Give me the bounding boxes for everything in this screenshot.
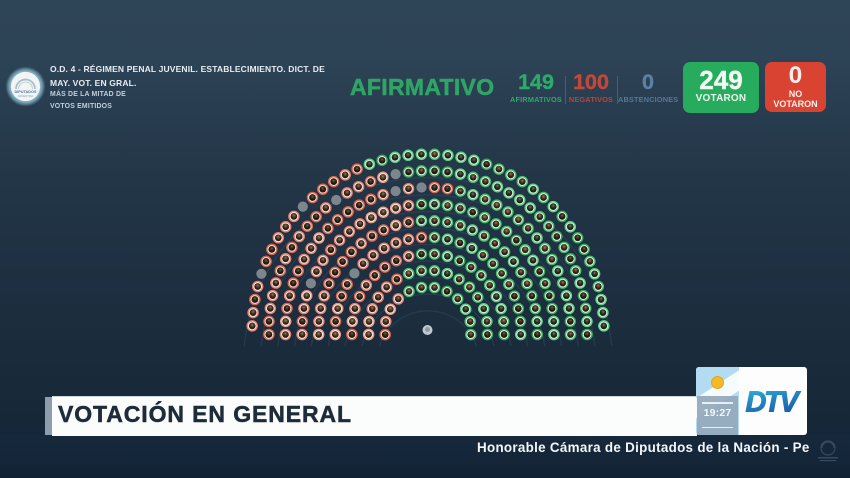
svg-text:DTV: DTV bbox=[746, 387, 802, 418]
svg-text:ARGENTINA: ARGENTINA bbox=[18, 94, 34, 98]
svg-text:DIPUTADOS: DIPUTADOS bbox=[14, 90, 37, 94]
